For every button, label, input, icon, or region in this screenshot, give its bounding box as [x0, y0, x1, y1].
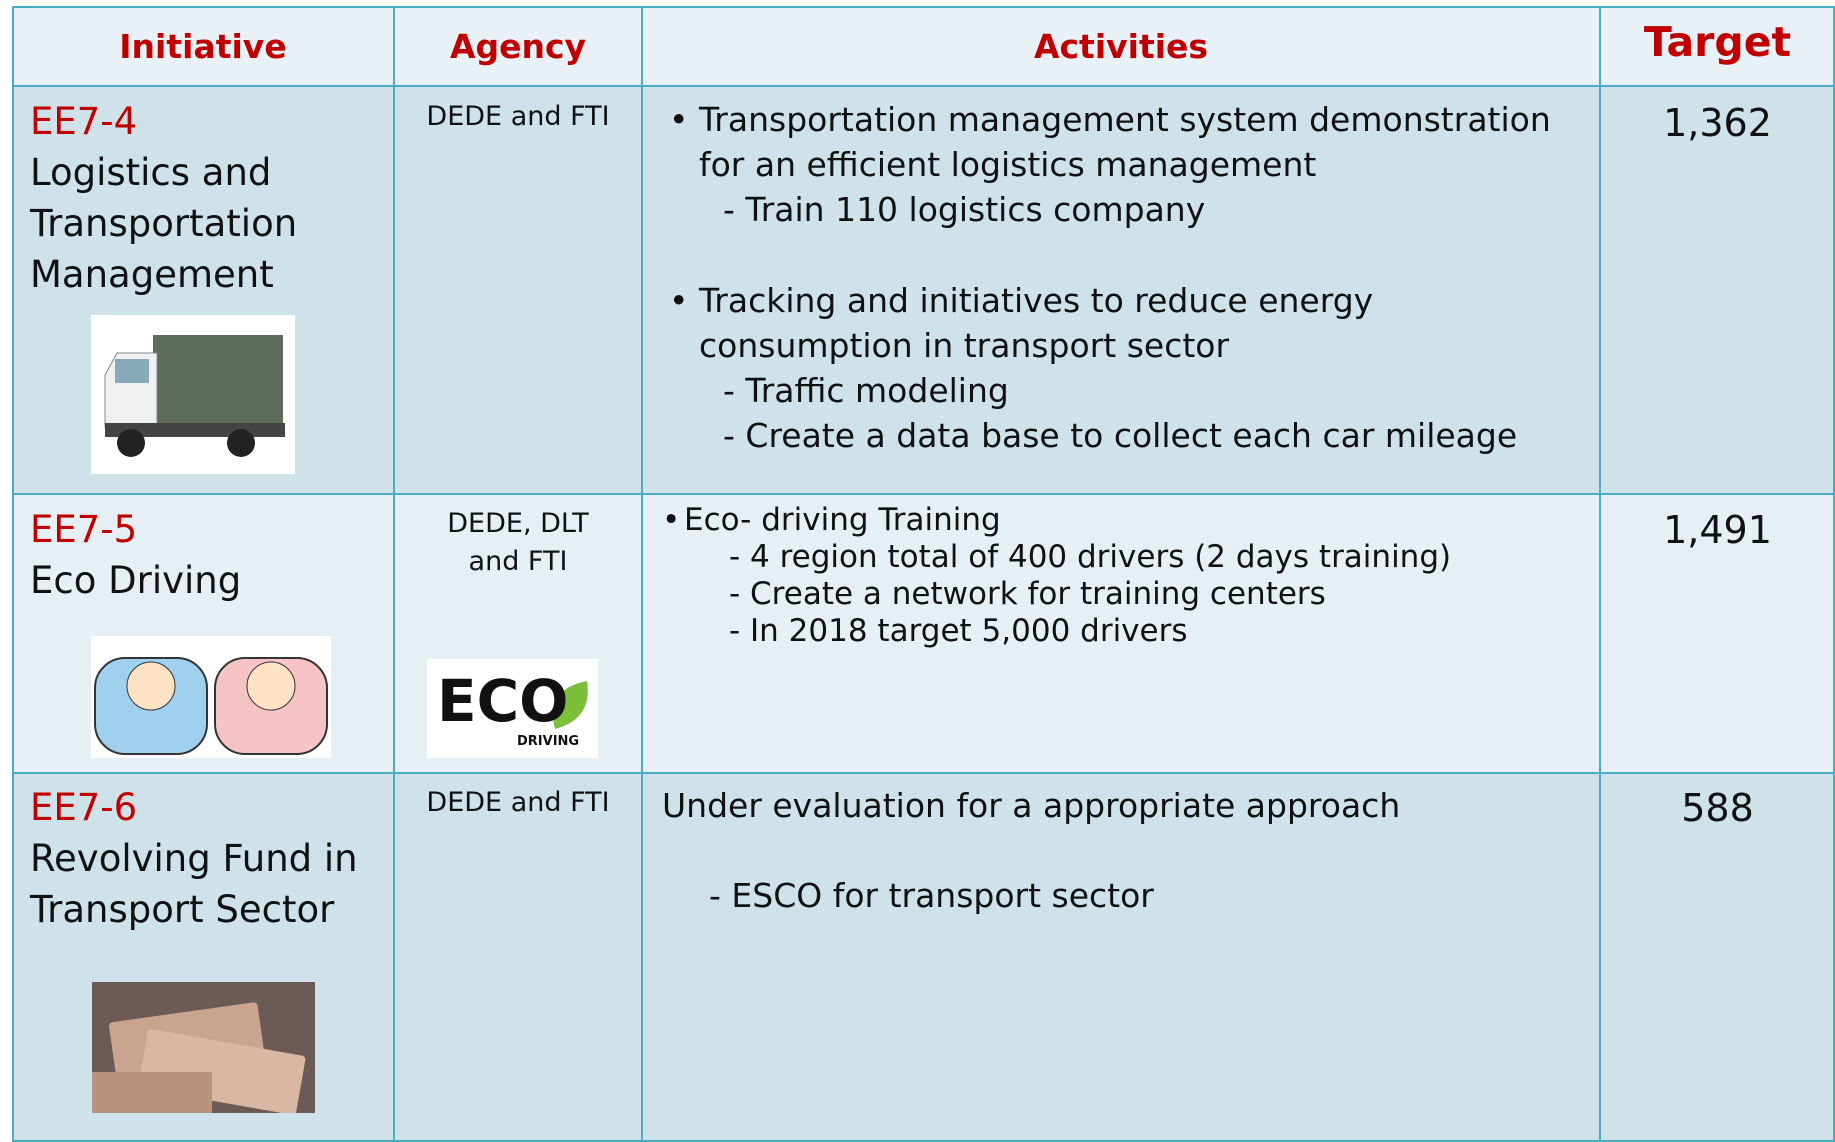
cars-image: [91, 636, 331, 758]
row-bg: [12, 772, 1835, 1142]
activity: Transportation management system demonst…: [663, 97, 1551, 142]
activity-item: - Traffic modeling: [723, 371, 1009, 410]
name: Management: [30, 253, 274, 296]
activity-item: - ESCO for transport sector: [709, 876, 1154, 915]
code: EE7-6: [30, 786, 138, 829]
initiative: EE7-5 Eco Driving: [30, 504, 241, 606]
header: Agency: [449, 27, 587, 66]
activity-item: - 4 region total of 400 drivers (2 days …: [729, 539, 1452, 575]
target: 1,491: [1663, 508, 1772, 552]
initiative: EE7-4 Logistics and Transportation Manag…: [30, 96, 297, 300]
agency: DEDE and FTI: [426, 787, 610, 818]
name: Logistics and: [30, 151, 272, 194]
logo-text: DRIVING: [517, 734, 579, 749]
agency-line: and FTI: [468, 546, 568, 577]
logo-text: ECO: [437, 667, 569, 735]
activity-item: - Train 110 logistics company: [723, 190, 1206, 229]
agency-line: DEDE, DLT: [447, 508, 589, 539]
eco-logo: ECO DRIVING: [427, 659, 598, 758]
activity-item: - In 2018 target 5,000 drivers: [729, 613, 1188, 649]
name: Transport Sector: [30, 888, 335, 931]
name: Eco Driving: [30, 559, 242, 602]
activity: for an efficient logistics management: [699, 145, 1317, 184]
activities: Transportation management system demonst…: [663, 97, 1551, 458]
activities: Eco- driving Training - 4 region total o…: [662, 502, 1451, 650]
code: EE7-4: [30, 100, 138, 143]
truck-image: [91, 315, 295, 474]
name: Transportation: [30, 202, 298, 245]
target: 588: [1681, 786, 1754, 830]
agency: DEDE and FTI: [426, 101, 610, 132]
header-row: [12, 6, 1835, 87]
activities: Under evaluation for a appropriate appro…: [662, 783, 1400, 918]
target: 1,362: [1663, 101, 1772, 145]
col-line: [1599, 6, 1601, 1142]
activity: consumption in transport sector: [699, 326, 1230, 365]
code: EE7-5: [30, 508, 138, 551]
activity-item: - Create a network for training centers: [729, 576, 1326, 612]
col-line: [641, 6, 643, 1142]
initiative: EE7-6 Revolving Fund in Transport Sector: [30, 782, 358, 935]
activity-item: - Create a data base to collect each car…: [723, 416, 1518, 455]
activity: Under evaluation for a appropriate appro…: [662, 786, 1401, 825]
header: Target: [1643, 18, 1792, 66]
activity: Tracking and initiatives to reduce energ…: [663, 278, 1551, 323]
agency: DEDE, DLT and FTI: [394, 505, 642, 581]
header: Initiative: [119, 27, 287, 66]
header: Activities: [1033, 27, 1209, 66]
activity: Eco- driving Training: [662, 502, 1451, 539]
name: Revolving Fund in: [30, 837, 358, 880]
money-image: [92, 982, 315, 1113]
col-line: [393, 6, 395, 1142]
